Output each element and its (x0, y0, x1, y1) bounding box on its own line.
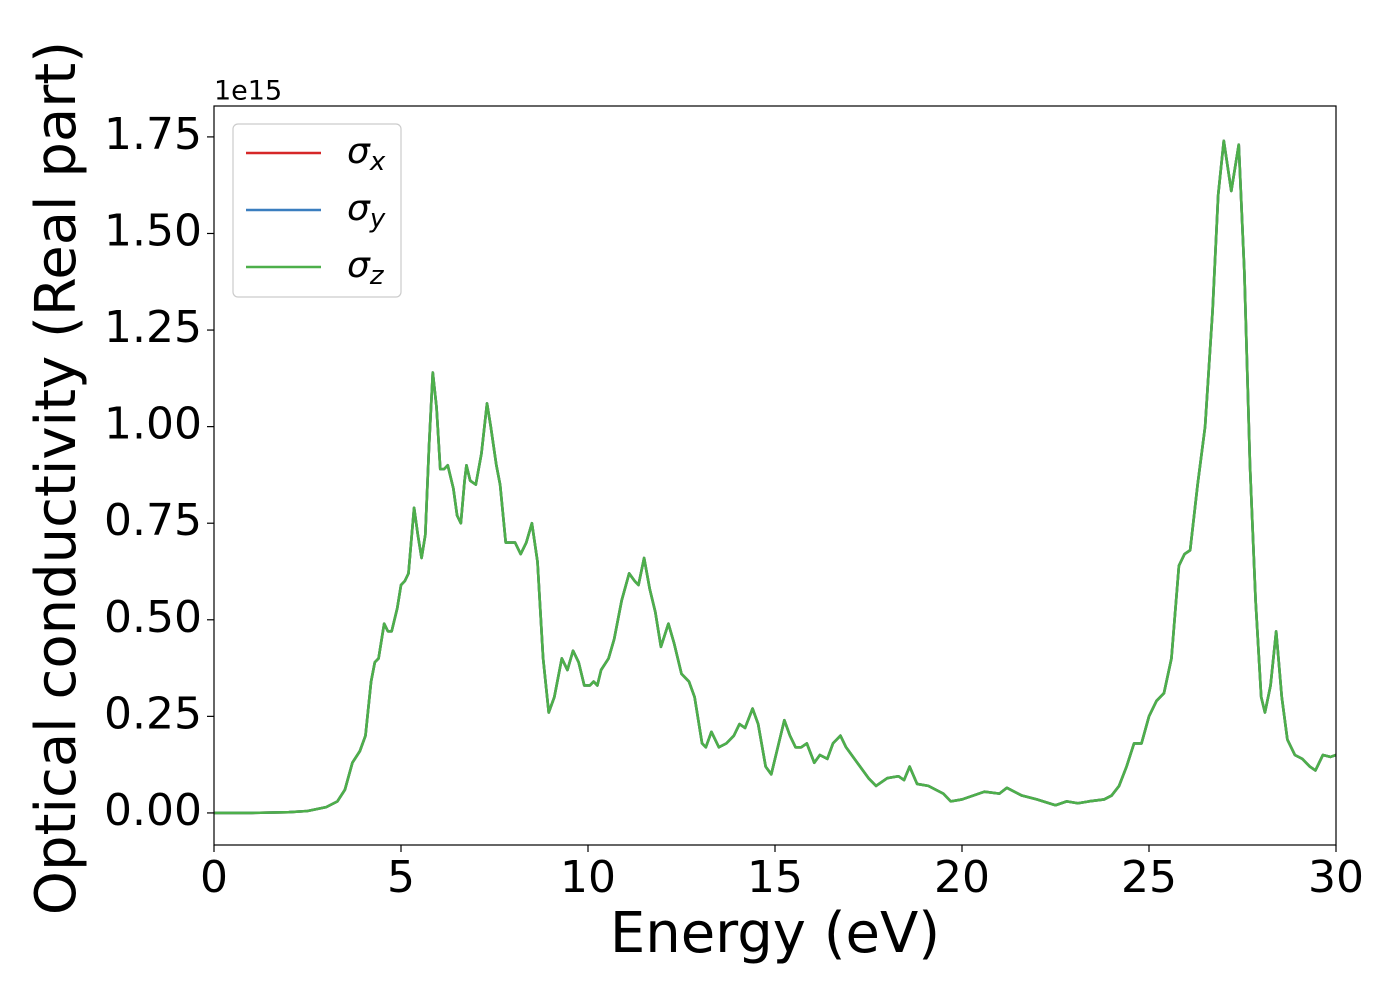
y-tick-label: 0.25 (104, 688, 202, 739)
y-tick-label: 0.75 (104, 495, 202, 546)
plot-frame (213, 105, 1337, 846)
y-tick-label: 1.50 (104, 205, 202, 256)
x-tick-label: 30 (1308, 852, 1364, 903)
x-axis-label: Energy (eV) (610, 901, 940, 966)
x-tick-label: 5 (387, 852, 415, 903)
y-tick-label: 1.75 (104, 109, 202, 160)
y-axis-label: Optical conductivity (Real part) (24, 41, 89, 915)
data-line (214, 139, 1336, 815)
x-tick-label: 10 (560, 852, 616, 903)
x-tick-label: 0 (200, 852, 228, 903)
x-tick-label: 25 (1121, 852, 1177, 903)
y-tick-label: 0.50 (104, 592, 202, 643)
x-tick-label: 20 (934, 852, 990, 903)
y-tick-label: 1.00 (104, 399, 202, 450)
y-tick-label: 1.25 (104, 302, 202, 353)
x-tick-label: 15 (747, 852, 803, 903)
offset-label: 1e15 (214, 76, 282, 107)
y-tick-label: 0.00 (104, 785, 202, 836)
